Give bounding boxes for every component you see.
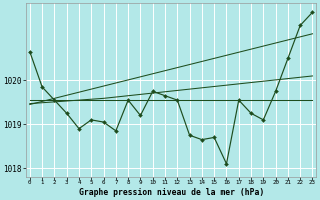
X-axis label: Graphe pression niveau de la mer (hPa): Graphe pression niveau de la mer (hPa)	[78, 188, 264, 197]
